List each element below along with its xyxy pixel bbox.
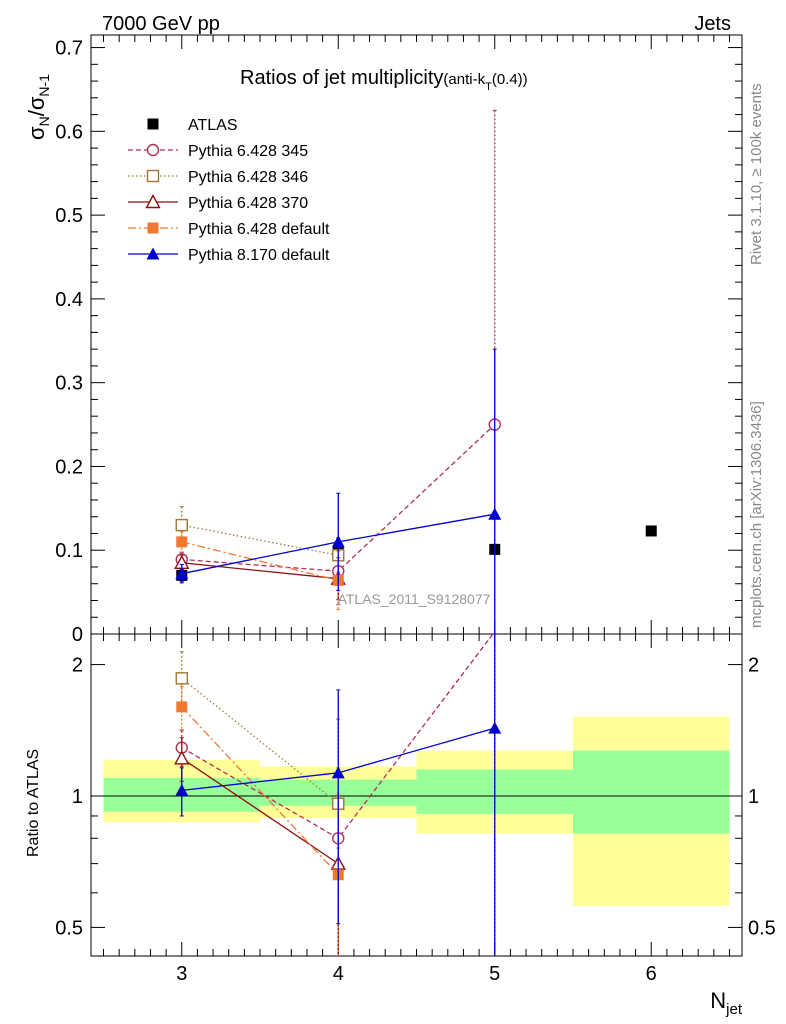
main-title: Ratios of jet multiplicity(anti-kT(0.4))	[240, 67, 528, 93]
ratio-panel: 0.5 0.5 1 1 2 2 3 4 5 6 Ratio to ATLAS Njet	[25, 631, 776, 1018]
ratio-series-pythia-8-170-default	[175, 634, 502, 956]
main-series-pythia-6-428-370	[174, 554, 346, 601]
legend-marker	[145, 194, 161, 209]
legend-label: ATLAS	[188, 117, 238, 134]
rivet-version-text: Rivet 3.1.10, ≥ 100k events	[748, 83, 765, 265]
legend-marker	[146, 143, 160, 157]
ratio-y-tick-label-right: 0.5	[748, 917, 776, 939]
legend-label: Pythia 6.428 346	[188, 169, 308, 186]
main-y-tick-label: 0.3	[55, 373, 83, 395]
ratio-y-axis-label: Ratio to ATLAS	[25, 749, 42, 857]
main-series-line	[181, 524, 339, 556]
header-left: 7000 GeV pp	[102, 13, 220, 35]
legend-entry: ATLAS	[147, 117, 238, 134]
main-data-point	[175, 567, 189, 580]
main-y-tick-label: 0.6	[55, 121, 83, 143]
legend-entry: Pythia 6.428 370	[128, 194, 308, 212]
x-tick-label: 5	[489, 963, 500, 985]
main-y-tick-label: 0.1	[55, 540, 83, 562]
main-panel: 0 0.1 0.2 0.3 0.4 0.5 0.6 0.7 Ratios of jet mul…	[24, 34, 743, 646]
legend-marker	[146, 169, 160, 183]
main-y-tick-label: 0.7	[55, 38, 83, 60]
legend-label: Pythia 6.428 default	[188, 221, 330, 238]
ratio-y-tick-label-right: 1	[748, 786, 759, 808]
x-tick-label: 6	[646, 963, 657, 985]
main-series-pythia-6-428-346	[175, 506, 345, 573]
legend: ATLAS Pythia 6.428 345 Pythia 6.428 346 Pyt…	[128, 117, 330, 264]
x-axis-label: Njet	[710, 988, 743, 1018]
main-series-pythia-8-170-default	[175, 348, 502, 635]
main-y-tick-label: 0	[72, 624, 83, 646]
main-y-tick-label: 0.4	[55, 289, 83, 311]
legend-label: Pythia 6.428 370	[188, 195, 308, 212]
main-data-point	[645, 525, 657, 537]
ratio-series-line	[181, 677, 339, 805]
ratio-y-tick-label: 0.5	[55, 917, 83, 939]
legend-marker	[147, 222, 159, 234]
main-plot-content: 0 0.1 0.2 0.3 0.4 0.5 0.6 0.7	[55, 34, 743, 646]
ratio-data-point	[175, 783, 189, 796]
legend-entry: Pythia 6.428 345	[128, 143, 308, 160]
ratio-series-line	[181, 706, 339, 876]
ratio-data-point	[174, 750, 190, 765]
main-series-line	[181, 562, 339, 580]
main-data-point	[488, 507, 502, 520]
legend-entry: Pythia 8.170 default	[128, 247, 330, 264]
analysis-watermark: ATLAS_2011_S9128077	[338, 591, 491, 607]
ratio-plot-content: 0.5 0.5 1 1 2 2 3 4 5 6	[55, 631, 776, 985]
main-data-point	[175, 518, 188, 532]
ratio-series-line	[181, 757, 339, 865]
ratio-data-point	[331, 766, 345, 779]
header-right: Jets	[694, 13, 731, 35]
main-series-line	[181, 541, 339, 582]
main-data-point	[176, 536, 188, 548]
main-y-tick-label: 0.5	[55, 205, 83, 227]
main-y-tick-label: 0.2	[55, 456, 83, 478]
ratio-data-point	[175, 672, 188, 685]
legend-label: Pythia 8.170 default	[188, 247, 330, 264]
ratio-y-tick-label-right: 2	[748, 655, 759, 677]
ratio-data-point	[176, 701, 188, 713]
mcplots-reference-text: mcplots.cern.ch [arXiv:1306.3436]	[748, 401, 765, 628]
main-data-point	[331, 535, 345, 548]
svg-text:σN/σN-1: σN/σN-1	[24, 74, 52, 140]
main-y-axis-label: σN/σN-1	[24, 74, 52, 140]
ratio-data-point	[488, 721, 502, 734]
x-tick-label: 3	[176, 963, 187, 985]
ratio-uncertainty-band-inner	[572, 750, 730, 834]
legend-entry: Pythia 6.428 default	[128, 221, 330, 238]
legend-entry: Pythia 6.428 346	[128, 169, 308, 186]
legend-label: Pythia 6.428 345	[188, 143, 308, 160]
x-tick-label: 4	[333, 963, 344, 985]
main-series-atlas	[176, 525, 657, 582]
legend-marker	[147, 118, 159, 130]
ratio-y-tick-label: 2	[72, 655, 83, 677]
legend-marker	[146, 247, 160, 260]
ratio-y-tick-label: 1	[72, 786, 83, 808]
